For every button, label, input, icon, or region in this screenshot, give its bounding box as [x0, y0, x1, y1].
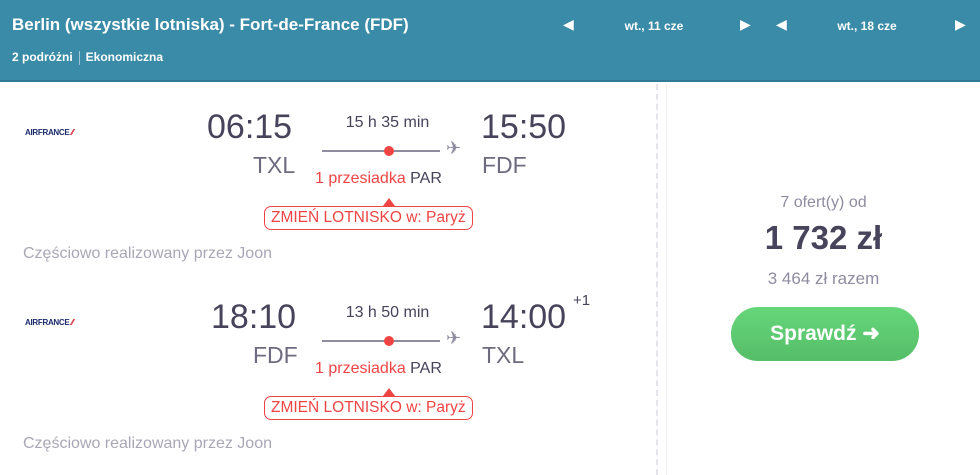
route-title: Berlin (wszystkie lotniska) - Fort-de-Fr…	[12, 15, 409, 34]
airport-change-warning: ZMIEŃ LOTNISKO w: Paryż	[264, 396, 473, 420]
stops: 1 przesiadka PAR	[315, 360, 442, 377]
stop-dot	[384, 146, 394, 156]
separator	[78, 50, 80, 65]
panel-border	[666, 84, 667, 475]
plane-icon: ✈	[446, 138, 462, 158]
search-summary: 2 podróżni Ekonomiczna	[12, 50, 163, 65]
route-line	[322, 150, 440, 152]
stops: 1 przesiadka PAR	[315, 170, 442, 187]
offers-count: 7 ofert(y) od	[780, 194, 867, 211]
outbound-prev-caret-left-icon[interactable]: ◀	[563, 16, 574, 32]
search-header: Berlin (wszystkie lotniska) - Fort-de-Fr…	[0, 0, 980, 82]
price-per-person: 1 732 zł	[764, 219, 883, 256]
airport-change-warning: ZMIEŃ LOTNISKO w: Paryż	[264, 206, 473, 230]
check-offer-button[interactable]: Sprawdź ➜	[731, 307, 919, 361]
departure-airport: TXL	[253, 152, 296, 178]
travelers: 2 podróżni	[12, 50, 73, 64]
outbound-date[interactable]: wt., 11 cze	[624, 19, 684, 33]
airline-logo: AIRFRANCE ⁄⁄	[25, 128, 74, 137]
plane-icon: ✈	[446, 328, 462, 348]
day-offset: +1	[573, 292, 591, 309]
price-total: 3 464 zł razem	[767, 269, 880, 288]
departure-time: 06:15	[207, 108, 293, 146]
cabin-class: Ekonomiczna	[85, 50, 164, 64]
return-next-caret-right-icon[interactable]: ▶	[955, 16, 966, 32]
airline-logo: AIRFRANCE ⁄⁄	[25, 318, 74, 327]
arrival-time: 14:00	[481, 298, 567, 336]
stop-dot	[384, 336, 394, 346]
ticket-divider	[656, 84, 658, 475]
operated-by: Częściowo realizowany przez Joon	[23, 435, 272, 452]
duration: 13 h 50 min	[345, 304, 430, 321]
badge-pointer	[383, 388, 395, 396]
outbound-segment[interactable]: AIRFRANCE ⁄⁄ 06:15 TXL 15 h 35 min ✈ 15:…	[0, 100, 650, 280]
arrival-airport: FDF	[482, 152, 527, 178]
return-date[interactable]: wt., 18 cze	[837, 19, 897, 33]
operated-by: Częściowo realizowany przez Joon	[23, 245, 272, 262]
duration: 15 h 35 min	[345, 114, 430, 131]
departure-time: 18:10	[211, 298, 297, 336]
outbound-next-caret-right-icon[interactable]: ▶	[740, 16, 751, 32]
arrival-time: 15:50	[481, 108, 567, 146]
badge-pointer	[383, 198, 395, 206]
return-prev-caret-left-icon[interactable]: ◀	[776, 16, 787, 32]
return-segment[interactable]: AIRFRANCE ⁄⁄ 18:10 FDF 13 h 50 min ✈ 14:…	[0, 290, 650, 470]
departure-airport: FDF	[253, 342, 298, 368]
route-line	[322, 340, 440, 342]
arrival-airport: TXL	[482, 342, 525, 368]
